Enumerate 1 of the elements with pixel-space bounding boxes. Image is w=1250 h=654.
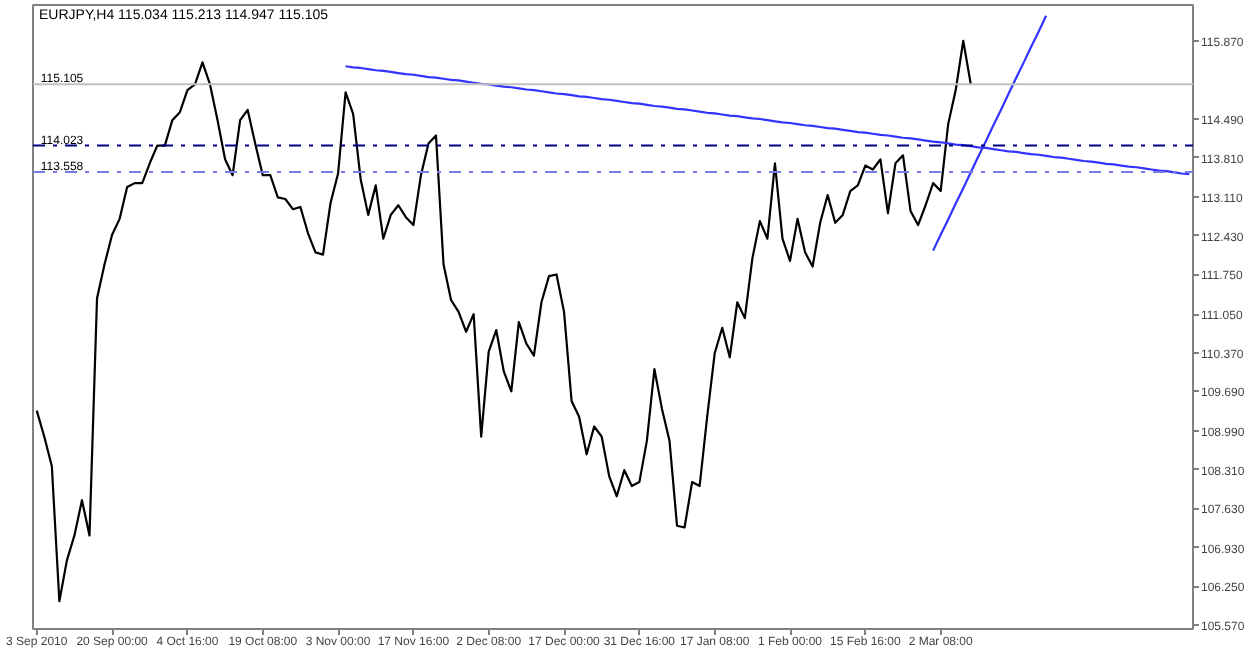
line-series <box>35 39 972 603</box>
